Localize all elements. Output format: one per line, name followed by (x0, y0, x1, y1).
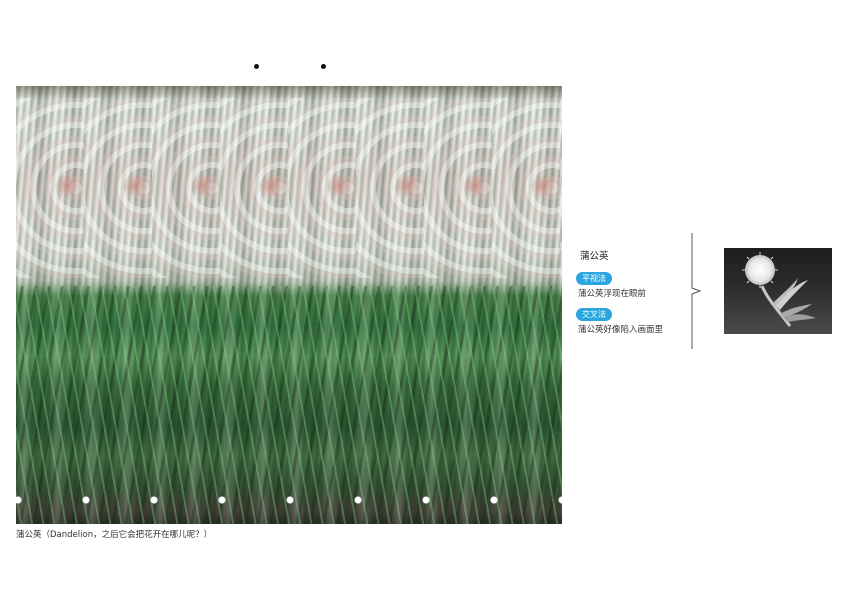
parallel-view-text: 蒲公英浮现在眼前 (578, 289, 647, 299)
flower-centers (16, 166, 562, 206)
cross-view-text: 蒲公英好像陷入画面里 (578, 325, 664, 335)
dandelion-stereogram-image (16, 86, 562, 524)
left-eye-guide-dot (254, 64, 259, 69)
viewing-instructions: 蒲公英 平视法 蒲公英浮现在眼前 交叉法 蒲公英好像陷入画面里 (576, 248, 663, 338)
dandelion-silhouette-icon (742, 252, 816, 327)
subject-title: 蒲公英 (580, 251, 609, 262)
seed-dots (16, 494, 562, 506)
right-eye-guide-dot (321, 64, 326, 69)
parallel-view-badge: 平视法 (576, 272, 612, 285)
image-caption: 蒲公英（Dandelion，之后它会把花开在哪儿呢？） (16, 530, 213, 540)
cross-view-badge: 交叉法 (576, 308, 612, 321)
grass-texture (16, 286, 562, 524)
hidden-image-preview (724, 248, 832, 334)
right-bracket-icon (691, 233, 702, 349)
